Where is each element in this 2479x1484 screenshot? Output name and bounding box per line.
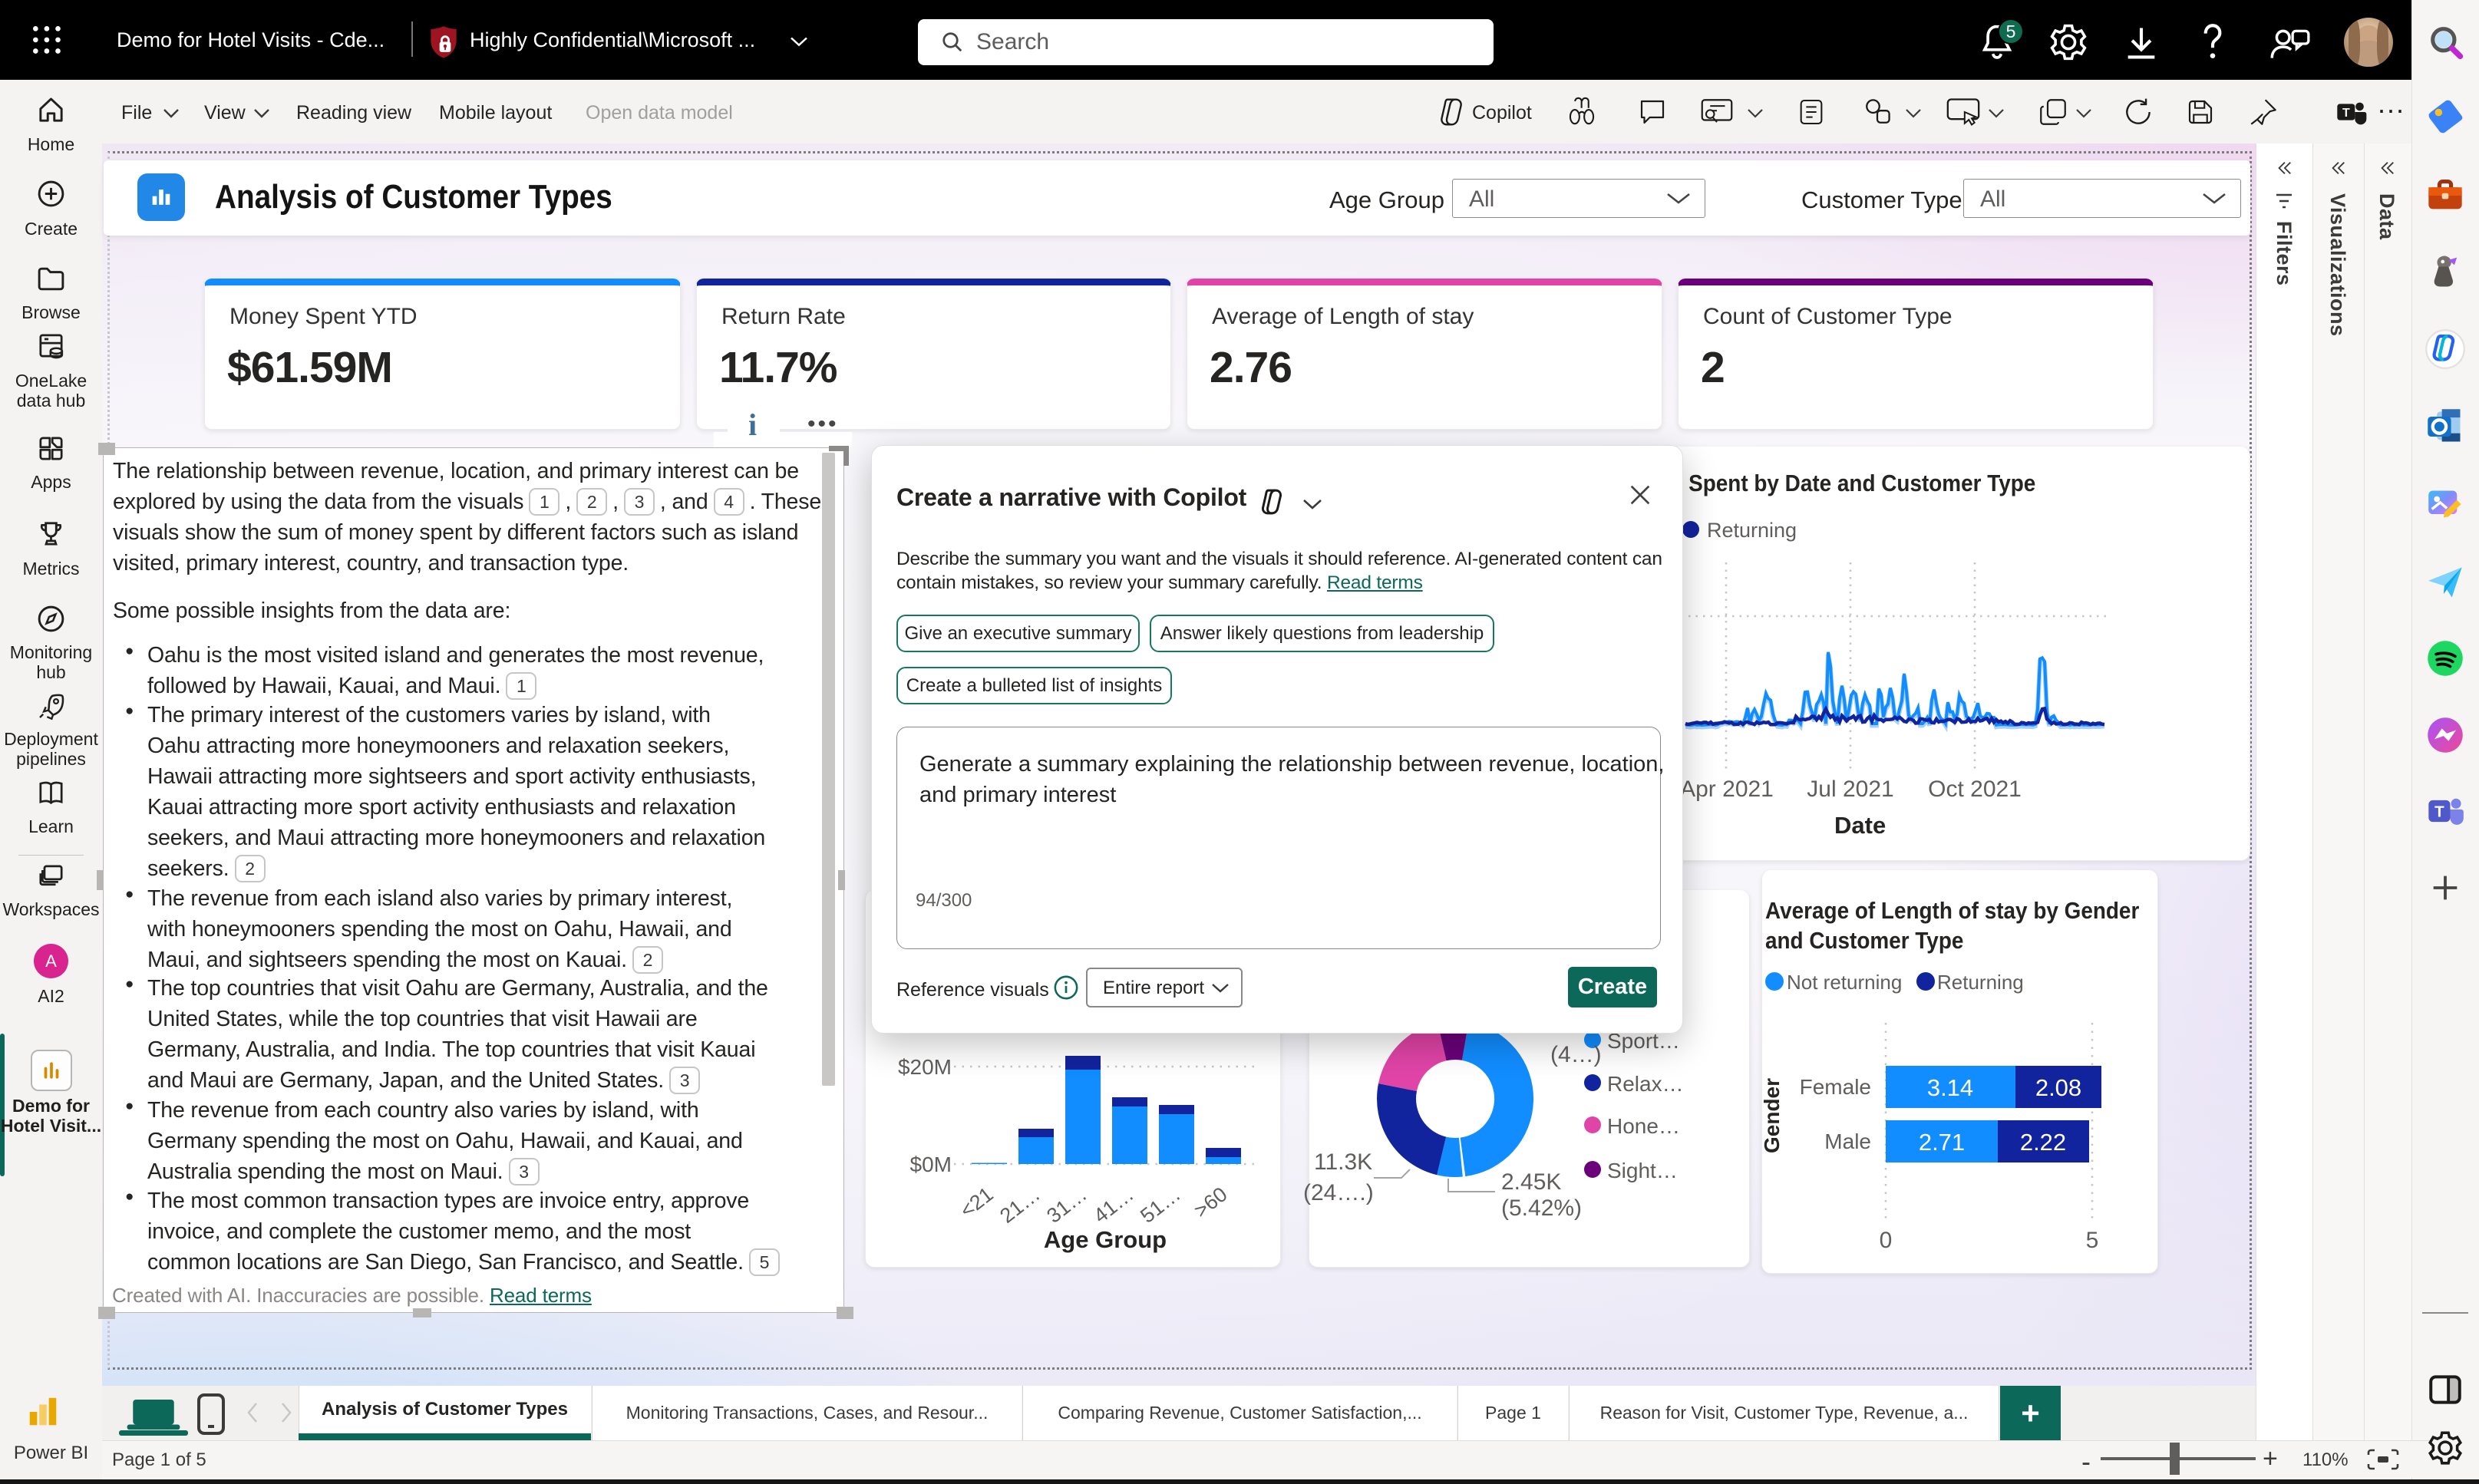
svg-text:>60: >60	[1190, 1182, 1232, 1222]
svg-text:21…: 21…	[995, 1182, 1044, 1228]
svg-text:<21: <21	[956, 1182, 998, 1222]
svg-text:2.08: 2.08	[2035, 1074, 2081, 1101]
svg-text:31…: 31…	[1042, 1182, 1091, 1228]
svg-text:Male: Male	[1824, 1129, 1871, 1153]
svg-text:41…: 41…	[1089, 1182, 1137, 1228]
svg-text:Female: Female	[1800, 1075, 1871, 1099]
svg-text:T: T	[2434, 803, 2444, 821]
svg-text:$0M: $0M	[910, 1153, 952, 1176]
svg-text:0: 0	[1880, 1228, 1893, 1253]
svg-text:5: 5	[2086, 1228, 2099, 1253]
svg-text:51…: 51…	[1136, 1182, 1184, 1228]
svg-text:Gender: Gender	[1760, 1078, 1784, 1153]
svg-text:2.22: 2.22	[2020, 1129, 2066, 1156]
svg-text:$20M: $20M	[898, 1055, 952, 1079]
svg-text:2.71: 2.71	[1919, 1129, 1965, 1156]
svg-text:T: T	[2342, 107, 2350, 120]
svg-text:3.14: 3.14	[1927, 1074, 1973, 1101]
